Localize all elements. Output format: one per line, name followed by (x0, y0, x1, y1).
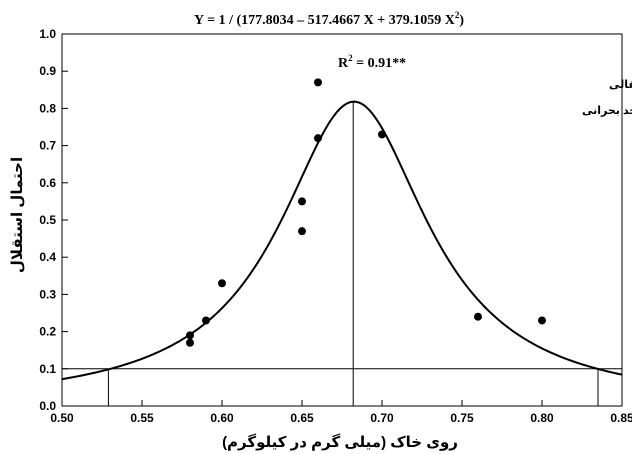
data-point (314, 78, 322, 87)
x-tick-label: 0.85 (610, 411, 632, 425)
data-point (186, 338, 194, 347)
fitted-curve (61, 100, 623, 381)
chart-title: Y = 1 / (177.8034 – 517.4667 X + 379.105… (194, 10, 464, 28)
data-points (186, 78, 546, 347)
x-tick-label: 0.80 (530, 411, 554, 425)
data-point (218, 279, 226, 288)
y-tick-label: 0.0 (39, 399, 56, 413)
x-tick-label: 0.75 (450, 411, 474, 425)
y-tick-label: 0.1 (39, 362, 56, 376)
transition-zone-annotation: (میلی گرم در کیلوگرم) ۰/۸۳۵ – ۰/۵۲۲ = نا… (609, 78, 632, 91)
reference-lines (62, 101, 622, 406)
y-tick-label: 0.2 (39, 325, 56, 339)
x-axis-label: روی خاک (میلی گرم در کیلوگرم) (222, 433, 458, 451)
data-point (538, 316, 546, 325)
data-point (474, 312, 482, 321)
y-tick-label: 0.3 (39, 287, 56, 301)
axis-ticks: 0.50 0.55 0.60 0.65 0.70 0.75 0.80 0.85 0.0 0.1 0.… (39, 27, 632, 425)
data-point (378, 130, 386, 139)
plot-area: 0.50 0.55 0.60 0.65 0.70 0.75 0.80 0.85 0.0 0.1 0.… (39, 27, 632, 425)
y-tick-label: 0.7 (39, 139, 56, 153)
plot-frame (61, 33, 623, 407)
y-tick-label: 0.6 (39, 176, 56, 190)
x-tick-label: 0.60 (210, 411, 234, 425)
data-point (186, 331, 194, 340)
data-point (202, 316, 210, 325)
y-tick-label: 1.0 (39, 27, 56, 41)
x-tick-label: 0.50 (50, 411, 74, 425)
data-point (298, 197, 306, 206)
data-point (298, 227, 306, 236)
y-tick-label: 0.5 (39, 213, 56, 227)
x-tick-label: 0.70 (370, 411, 394, 425)
x-tick-label: 0.65 (290, 411, 314, 425)
y-tick-label: 0.9 (39, 64, 56, 78)
r2-annotation: R2 = 0.91** (338, 53, 406, 71)
critical-limit-annotation: (میلی گرم در کیلوگرم) ۰/۶۸ = حد بحرانی (582, 104, 632, 117)
x-tick-label: 0.55 (130, 411, 154, 425)
y-tick-label: 0.4 (39, 250, 56, 264)
data-point (314, 134, 322, 143)
y-axis-label: احتمال استقلال (9, 157, 26, 273)
y-tick-label: 0.8 (39, 101, 56, 115)
